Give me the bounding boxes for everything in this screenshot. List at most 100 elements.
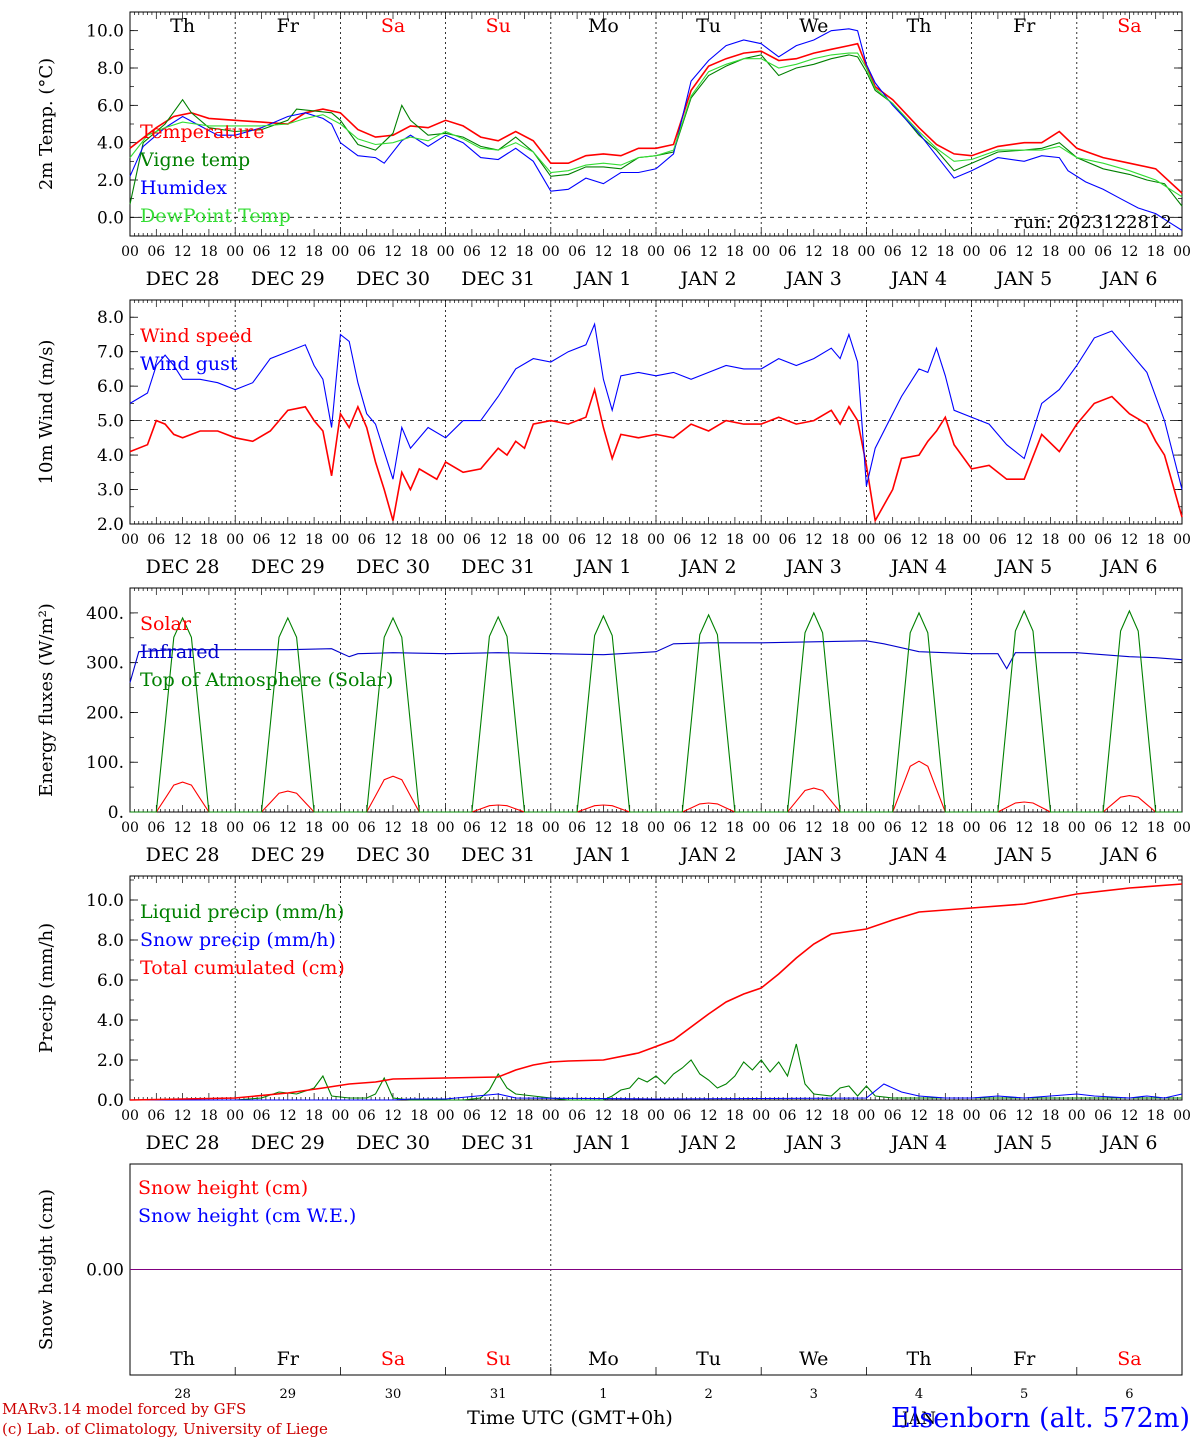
date-label: JAN 3: [784, 268, 842, 290]
hour-tick-label: 18: [936, 1108, 954, 1124]
hour-tick-label: 12: [384, 820, 402, 836]
x-axis-label: Time UTC (GMT+0h): [467, 1407, 673, 1429]
panel-snow: 0.00 Snow height (cm) Snow height (cm) Snow…: [36, 1163, 1183, 1429]
hour-tick-label: 12: [700, 1108, 718, 1124]
hour-tick-label: 00: [1173, 1108, 1191, 1124]
series-line-2: [129, 28, 1183, 231]
series-line-3: [129, 52, 1183, 198]
hour-tick-label: 00: [331, 244, 349, 260]
hour-tick-label: 18: [621, 532, 639, 548]
hour-tick-label: 12: [384, 532, 402, 548]
weekday-label: Su: [486, 15, 511, 37]
date-label: JAN 5: [994, 268, 1052, 290]
hour-tick-label: 00: [121, 1108, 139, 1124]
series-line-1: [129, 640, 1183, 683]
hour-tick-label: 12: [489, 1108, 507, 1124]
hour-tick-label: 18: [410, 532, 428, 548]
hour-tick-label: 12: [805, 532, 823, 548]
y-tick-label: 4.0: [97, 446, 124, 466]
date-label: JAN 4: [889, 1132, 947, 1154]
hour-tick-label: 06: [779, 820, 797, 836]
legend-entry: Snow height (cm): [138, 1177, 308, 1199]
hour-tick-label: 12: [489, 244, 507, 260]
hour-tick-label: 18: [516, 1108, 534, 1124]
hour-tick-label: 00: [542, 532, 560, 548]
day-number-label: 5: [1020, 1387, 1028, 1402]
hour-tick-label: 00: [752, 820, 770, 836]
hour-tick-label: 12: [805, 244, 823, 260]
weekday-label: Mo: [588, 1348, 619, 1370]
date-label: DEC 29: [251, 1132, 325, 1154]
hour-tick-label: 12: [1120, 532, 1138, 548]
hour-tick-label: 00: [647, 532, 665, 548]
hour-tick-label: 18: [516, 820, 534, 836]
legend-entry: Total cumulated (cm): [140, 957, 345, 979]
day-number-label: 3: [810, 1387, 818, 1402]
hour-tick-label: 18: [1042, 244, 1060, 260]
legend-entry: Vigne temp: [139, 149, 250, 171]
y-tick-label: 4.0: [97, 134, 124, 154]
date-label: DEC 29: [251, 268, 325, 290]
hour-tick-label: 06: [147, 532, 165, 548]
hour-tick-label: 00: [647, 244, 665, 260]
hour-tick-label: 00: [121, 244, 139, 260]
hour-tick-label: 12: [1015, 244, 1033, 260]
hour-tick-label: 18: [516, 244, 534, 260]
y-tick-label: 3.0: [97, 481, 124, 501]
hour-tick-label: 18: [1042, 532, 1060, 548]
hour-tick-label: 12: [279, 532, 297, 548]
date-label: JAN 2: [679, 556, 737, 578]
hour-tick-label: 06: [147, 1108, 165, 1124]
weekday-label: Sa: [1117, 15, 1141, 37]
date-label: JAN 1: [573, 556, 631, 578]
date-label: JAN 3: [784, 1132, 842, 1154]
hour-tick-label: 18: [200, 820, 218, 836]
hour-tick-label: 00: [226, 1108, 244, 1124]
legend-entry: Snow height (cm W.E.): [138, 1205, 356, 1227]
weekday-label: Th: [170, 15, 195, 37]
date-label: DEC 30: [356, 556, 430, 578]
weekday-label: Su: [486, 1348, 511, 1370]
hour-tick-label: 00: [1068, 1108, 1086, 1124]
y-tick-label: 5.0: [97, 412, 124, 432]
weekday-label: Sa: [1117, 1348, 1141, 1370]
hour-tick-label: 00: [752, 1108, 770, 1124]
y-tick-label: 8.0: [97, 931, 124, 951]
hour-tick-label: 06: [358, 820, 376, 836]
hour-tick-label: 00: [542, 244, 560, 260]
weekday-label: Th: [170, 1348, 195, 1370]
hour-tick-label: 00: [437, 244, 455, 260]
hour-tick-label: 12: [910, 532, 928, 548]
weekday-label: Fr: [1013, 1348, 1036, 1370]
hour-tick-label: 18: [1147, 532, 1165, 548]
hour-tick-label: 00: [331, 532, 349, 548]
date-label: DEC 28: [146, 268, 220, 290]
legend-entry: Wind gust: [140, 353, 238, 375]
hour-tick-label: 18: [936, 820, 954, 836]
hour-tick-label: 06: [1094, 532, 1112, 548]
day-number-label: 29: [280, 1387, 297, 1402]
hour-tick-label: 06: [989, 1108, 1007, 1124]
date-label: DEC 30: [356, 844, 430, 866]
hour-tick-label: 06: [253, 244, 271, 260]
weekday-label: We: [799, 15, 828, 37]
date-label: DEC 30: [356, 1132, 430, 1154]
y-axis-label: Snow height (cm): [36, 1189, 57, 1350]
hour-tick-label: 18: [410, 1108, 428, 1124]
hour-tick-label: 06: [358, 1108, 376, 1124]
day-number-label: 30: [385, 1387, 402, 1402]
hour-tick-label: 00: [331, 1108, 349, 1124]
hour-tick-label: 18: [305, 1108, 323, 1124]
day-number-label: 4: [915, 1387, 923, 1402]
hour-tick-label: 12: [594, 820, 612, 836]
hour-tick-label: 00: [437, 820, 455, 836]
hour-tick-label: 06: [673, 244, 691, 260]
date-label: JAN 3: [784, 556, 842, 578]
hour-tick-label: 00: [121, 532, 139, 548]
hour-tick-label: 00: [1068, 244, 1086, 260]
y-tick-label: 200.: [86, 703, 124, 723]
hour-tick-label: 00: [121, 820, 139, 836]
hour-tick-label: 06: [463, 1108, 481, 1124]
y-axis-label: 2m Temp. (°C): [36, 58, 57, 190]
